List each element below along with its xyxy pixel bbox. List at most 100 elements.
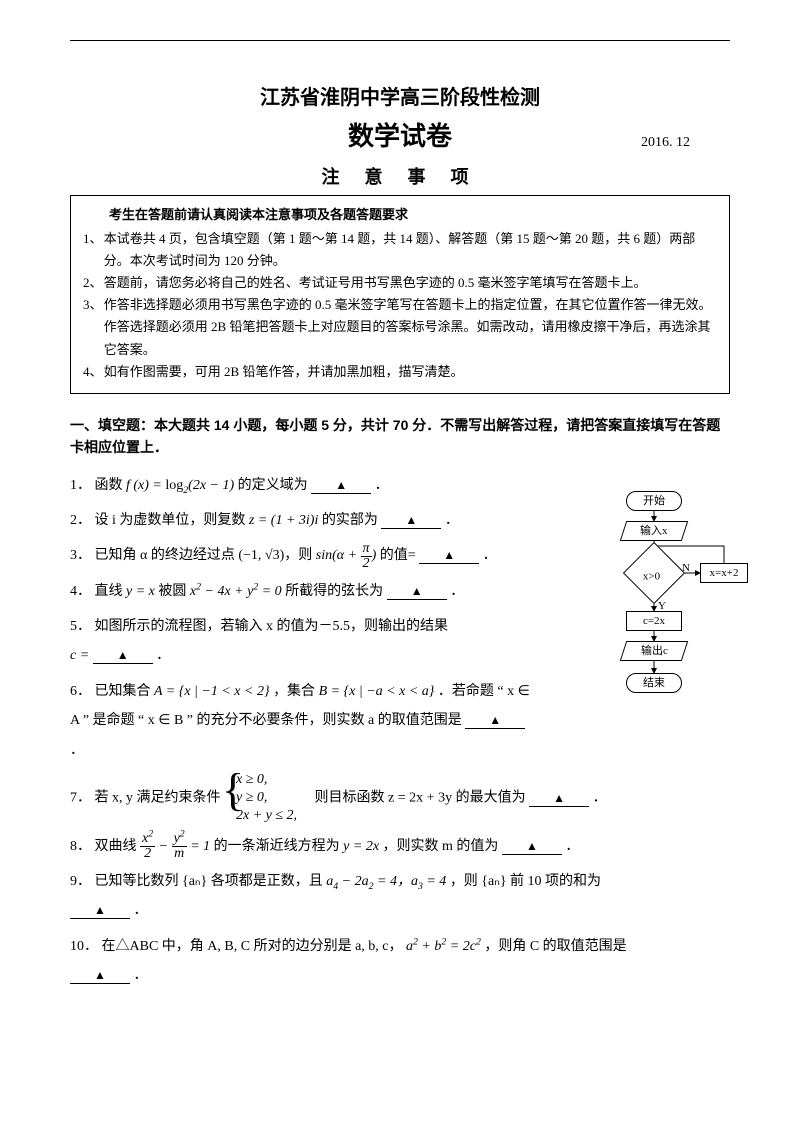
q-math: y = x (126, 584, 155, 599)
flow-decision-label: x>0 (621, 565, 681, 588)
q-num: 2． (70, 513, 91, 528)
q-punct: ． (134, 968, 148, 983)
q-num: 8． (70, 839, 91, 854)
notice-box: 考生在答题前请认真阅读本注意事项及各题答题要求 1、 本试卷共 4 页，包含填空… (70, 195, 730, 394)
q-punct: ． (593, 791, 607, 806)
question-8: 8． 双曲线 x22 − y2m = 1 的一条渐近线方程为 y = 2x ，则… (70, 832, 730, 861)
notice-item: 4、 如有作图需要，可用 2B 铅笔作答，并请加黑加粗，描写清楚。 (83, 361, 717, 383)
q-num: 1． (70, 478, 91, 493)
q-math: A = {x | −1 < x < 2} (154, 684, 270, 699)
flow-label-y: Y (658, 595, 666, 618)
answer-blank (465, 714, 525, 729)
constraint-system: x ≥ 0, y ≥ 0, 2x + y ≤ 2, (224, 771, 297, 826)
answer-blank (387, 585, 447, 600)
flow-end-label: 结束 (643, 677, 665, 689)
q-text: 所截得的弦长为 (285, 584, 383, 599)
flow-side-label: x=x+2 (710, 567, 739, 579)
section-1-heading: 一、填空题：本大题共 14 小题，每小题 5 分，共计 70 分．不需写出解答过… (70, 414, 730, 459)
q-text: ，则 {aₙ} 前 10 项的和为 (450, 874, 601, 889)
q-math: x22 − y2m = 1 (140, 839, 210, 854)
q-text: 如图所示的流程图，若输入 x 的值为－5.5，则输出的结果 (95, 619, 449, 634)
q-punct: ． (483, 548, 497, 563)
question-10: 10． 在△ABC 中，角 A, B, C 所对的边分别是 a, b, c， a… (70, 932, 730, 991)
q-text: 已知等比数列 {aₙ} 各项都是正数，且 (95, 874, 327, 889)
q-num: 3． (70, 548, 91, 563)
q-text: 已知角 α 的终边经过点 (−1, √3)，则 (95, 548, 316, 563)
q-punct: ． (375, 478, 389, 493)
q-num: 10． (70, 939, 98, 954)
q-text: 函数 (95, 478, 127, 493)
q-punct: ． (156, 648, 170, 663)
q-math: x2 − 4x + y2 = 0 (190, 584, 282, 599)
notice-item-text: 如有作图需要，可用 2B 铅笔作答，并请加黑加粗，描写清楚。 (104, 361, 717, 383)
notice-lead: 考生在答题前请认真阅读本注意事项及各题答题要求 (83, 204, 717, 226)
school-title: 江苏省淮阴中学高三阶段性检测 (70, 81, 730, 110)
q-punct: ． (445, 513, 459, 528)
answer-blank (70, 904, 130, 919)
q-text: 直线 (95, 584, 127, 599)
q-num: 5． (70, 619, 91, 634)
q-math: B = {x | −a < x < a} (319, 684, 435, 699)
notice-item: 1、 本试卷共 4 页，包含填空题（第 1 题～第 14 题，共 14 题）、解… (83, 228, 717, 272)
notice-item-text: 答题前，请您务必将自己的姓名、考试证号用书写黑色字迹的 0.5 毫米签字笔填写在… (104, 272, 717, 294)
q-text: ，集合 (273, 684, 319, 699)
answer-blank (502, 840, 562, 855)
exam-page: 江苏省淮阴中学高三阶段性检测 数学试卷 2016. 12 注 意 事 项 考生在… (0, 0, 800, 1132)
answer-blank (381, 514, 441, 529)
flow-end: 结束 (626, 673, 682, 693)
paper-title-row: 数学试卷 2016. 12 (70, 116, 730, 153)
q-num: 9． (70, 874, 91, 889)
top-horizontal-rule (70, 40, 730, 41)
question-9: 9． 已知等比数列 {aₙ} 各项都是正数，且 a4 − 2a2 = 4，a3 … (70, 867, 730, 926)
q-math: f (x) = log2(2x − 1) (126, 478, 234, 493)
exam-date: 2016. 12 (641, 135, 690, 151)
notice-item: 2、 答题前，请您务必将自己的姓名、考试证号用书写黑色字迹的 0.5 毫米签字笔… (83, 272, 717, 294)
flow-output-label: 输出c (641, 642, 668, 660)
answer-blank (93, 649, 153, 664)
flow-start: 开始 (626, 491, 682, 511)
sys-row: x ≥ 0, (236, 771, 297, 789)
flow-input: 输入x (620, 521, 688, 541)
answer-blank (311, 479, 371, 494)
flow-output: 输出c (620, 641, 688, 661)
flow-start-label: 开始 (643, 495, 665, 507)
q-math: z = (1 + 3i)i (249, 513, 318, 528)
q-text: 若 x, y 满足约束条件 (95, 791, 225, 806)
q-num: 6． (70, 684, 91, 699)
q-text: 的定义域为 (238, 478, 308, 493)
notice-item: 3、 作答非选择题必须用书写黑色字迹的 0.5 毫米签字笔写在答题卡上的指定位置… (83, 294, 717, 360)
q-text: 的值= (380, 548, 416, 563)
sys-row: 2x + y ≤ 2, (236, 807, 297, 825)
q-text: 被圆 (158, 584, 190, 599)
q-num: 7． (70, 791, 91, 806)
q-text: ，则实数 m 的值为 (383, 839, 499, 854)
q-text: 的一条渐近线方程为 (214, 839, 344, 854)
q-num: 4． (70, 584, 91, 599)
q-text: ，则角 C 的取值范围是 (484, 939, 626, 954)
q-math: a2 + b2 = 2c2 (406, 939, 481, 954)
paper-title: 数学试卷 (348, 116, 452, 153)
notice-item-num: 2、 (83, 272, 104, 294)
q-text: 已知集合 (95, 684, 155, 699)
notice-item-text: 作答非选择题必须用书写黑色字迹的 0.5 毫米签字笔写在答题卡上的指定位置，在其… (104, 294, 717, 360)
flow-side-process: x=x+2 (700, 563, 748, 583)
answer-blank (529, 792, 589, 807)
q-text: 在△ABC 中，角 A, B, C 所对的边分别是 a, b, c， (102, 939, 403, 954)
q-text: 则目标函数 z = 2x + 3y 的最大值为 (301, 791, 526, 806)
q-punct: ． (134, 903, 148, 918)
q-math: sin(α + π2) (316, 548, 376, 563)
q-punct: ． (70, 743, 84, 758)
q-punct: ． (450, 584, 464, 599)
notice-heading: 注 意 事 项 (70, 163, 730, 189)
q-text: 的实部为 (322, 513, 378, 528)
flow-label-n: N (682, 557, 690, 580)
q-punct: ． (565, 839, 579, 854)
notice-item-num: 1、 (83, 228, 104, 272)
q-math: c = (70, 648, 89, 663)
questions-block: 开始 输入x x>0 x=x+2 c=2x 输出c 结束 Y N 1． 函数 f… (70, 471, 730, 991)
question-7: 7． 若 x, y 满足约束条件 x ≥ 0, y ≥ 0, 2x + y ≤ … (70, 771, 730, 826)
sys-row: y ≥ 0, (236, 789, 297, 807)
q-math: a4 − 2a2 = 4，a3 = 4 (326, 874, 446, 889)
notice-item-num: 4、 (83, 361, 104, 383)
q-text: 双曲线 (95, 839, 141, 854)
